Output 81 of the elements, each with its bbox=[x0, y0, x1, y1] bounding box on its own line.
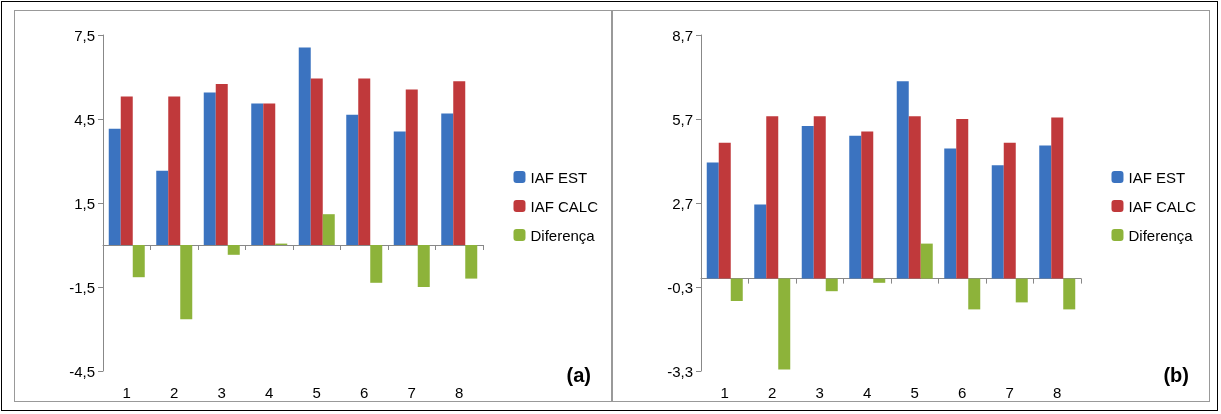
bar bbox=[944, 148, 957, 279]
bar bbox=[120, 96, 133, 245]
x-tick-label: 2 bbox=[170, 384, 179, 401]
bar bbox=[263, 103, 276, 245]
legend-label: IAF CALC bbox=[530, 197, 599, 215]
bar bbox=[801, 126, 814, 279]
legend-label: Diferença bbox=[1128, 226, 1194, 244]
bar bbox=[298, 47, 311, 245]
text: (b) bbox=[1163, 364, 1190, 386]
bar bbox=[1063, 278, 1076, 310]
x-tick-label: 4 bbox=[863, 384, 872, 401]
bar bbox=[861, 131, 874, 279]
bar bbox=[754, 204, 767, 279]
x-tick-label: 5 bbox=[312, 384, 321, 401]
bar bbox=[227, 245, 240, 255]
bar bbox=[180, 245, 193, 320]
x-tick-label: 1 bbox=[122, 384, 131, 401]
y-tick-label: 8,7 bbox=[672, 26, 693, 44]
x-tick-label: 8 bbox=[1053, 384, 1062, 401]
bar bbox=[215, 84, 228, 245]
bar bbox=[108, 128, 121, 245]
legend-label: Diferença bbox=[530, 226, 596, 244]
bar bbox=[778, 278, 791, 370]
x-tick-label: 8 bbox=[455, 384, 464, 401]
y-tick-label: 7,5 bbox=[74, 26, 95, 44]
x-tick-label: 6 bbox=[958, 384, 967, 401]
y-tick-label: 4,5 bbox=[74, 110, 95, 128]
text: (a) bbox=[566, 364, 592, 386]
y-tick-label: 2,7 bbox=[672, 194, 693, 212]
legend-label: IAF EST bbox=[530, 168, 588, 186]
x-tick-label: 5 bbox=[910, 384, 919, 401]
bar bbox=[956, 119, 969, 279]
x-tick-label: 7 bbox=[1005, 384, 1014, 401]
bar bbox=[908, 116, 921, 279]
y-tick-label: -3,3 bbox=[667, 362, 693, 380]
bar bbox=[417, 245, 430, 287]
bar bbox=[441, 113, 454, 245]
bar bbox=[766, 116, 779, 279]
bar bbox=[370, 245, 383, 283]
x-tick-label: 7 bbox=[407, 384, 416, 401]
bar bbox=[730, 278, 743, 301]
bar bbox=[991, 165, 1004, 279]
bar bbox=[156, 170, 169, 245]
bar bbox=[873, 278, 886, 283]
bar bbox=[322, 214, 335, 245]
bar bbox=[968, 278, 981, 310]
legend-label: IAF CALC bbox=[1128, 197, 1197, 215]
bar bbox=[849, 135, 862, 279]
y-tick-label: 1,5 bbox=[74, 194, 95, 212]
bar bbox=[465, 245, 478, 279]
y-tick-label: 5,7 bbox=[672, 110, 693, 128]
y-tick-label: -0,3 bbox=[667, 278, 693, 296]
bar bbox=[813, 116, 826, 279]
bar bbox=[358, 78, 371, 245]
bar bbox=[346, 114, 359, 245]
bar bbox=[393, 131, 406, 245]
x-tick-label: 1 bbox=[720, 384, 729, 401]
x-tick-label: 2 bbox=[768, 384, 777, 401]
x-tick-label: 4 bbox=[265, 384, 274, 401]
y-tick-label: -4,5 bbox=[69, 362, 95, 380]
bar bbox=[825, 278, 838, 292]
bar bbox=[132, 245, 145, 278]
x-tick-label: 3 bbox=[217, 384, 226, 401]
bar bbox=[310, 78, 323, 245]
bar bbox=[718, 142, 731, 279]
bar bbox=[706, 162, 719, 279]
legend-label: IAF EST bbox=[1128, 168, 1186, 186]
bar bbox=[203, 92, 216, 245]
bar bbox=[453, 81, 466, 245]
bar bbox=[1039, 145, 1052, 279]
bar bbox=[1051, 117, 1064, 279]
bar bbox=[405, 89, 418, 245]
bar bbox=[1015, 278, 1028, 303]
bar bbox=[168, 96, 181, 245]
bar bbox=[896, 81, 909, 279]
x-tick-label: 3 bbox=[815, 384, 824, 401]
y-tick-label: -1,5 bbox=[69, 278, 95, 296]
bar bbox=[251, 103, 264, 245]
bar bbox=[920, 243, 933, 279]
bar bbox=[1003, 142, 1016, 279]
x-tick-label: 6 bbox=[360, 384, 369, 401]
